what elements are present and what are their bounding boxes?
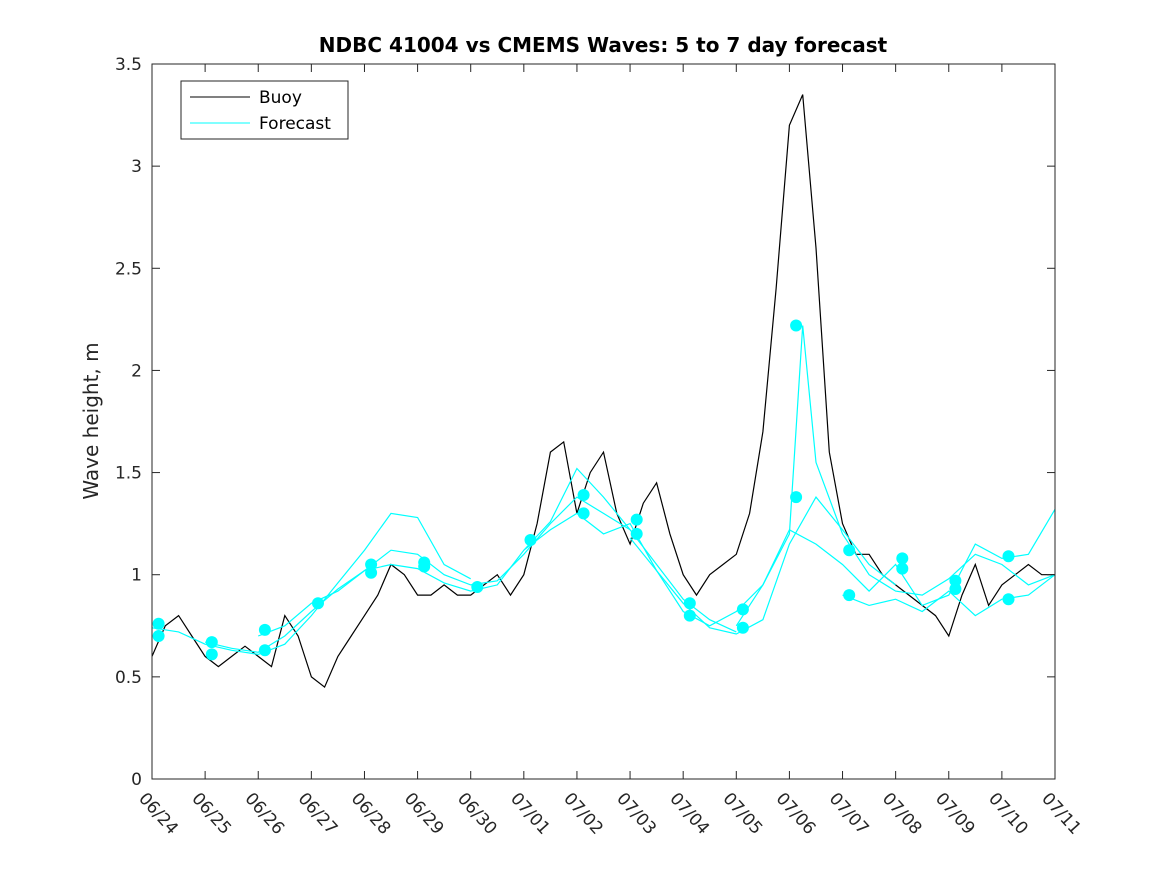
plot-frame [151,63,1056,780]
plot-area [151,94,1056,689]
forecast-series-line-4 [523,496,896,635]
x-tick-label: 06/28 [347,789,395,839]
x-tick-label: 07/09 [931,789,979,839]
forecast-marker [630,513,643,526]
legend-buoy-label: Buoy [259,88,302,108]
forecast-marker [365,558,378,571]
x-tick-label: 07/01 [506,789,554,839]
forecast-marker [790,319,803,332]
axis-ticks: 06/24 06/25 06/26 06/27 06/28 06/29 06/30 07/01… [115,55,1085,839]
forecast-series-line-2 [204,496,631,653]
legend-box [180,80,349,140]
forecast-marker [736,621,749,634]
buoy-series-line [151,94,1055,689]
x-tick-label: 06/26 [241,789,289,839]
x-tick-label: 06/25 [187,789,235,839]
forecast-series-line-1 [151,512,471,656]
forecast-series-line-6 [735,508,1056,627]
forecast-marker [1002,550,1015,563]
forecast-marker [258,623,271,636]
forecast-marker [524,534,537,546]
x-tick-label: 06/30 [453,789,501,839]
forecast-marker [1002,593,1015,606]
forecast-marker [896,562,909,575]
forecast-series-line-7 [842,574,1056,617]
chart-title: NDBC 41004 vs CMEMS Waves: 5 to 7 day fo… [319,33,888,57]
forecast-marker [577,489,590,501]
forecast-marker [683,597,696,610]
forecast-marker [152,630,165,642]
forecast-marker [152,617,165,630]
forecast-marker [790,491,803,504]
legend-forecast-label: Forecast [259,114,331,134]
forecast-marker [418,560,431,573]
x-tick-label: 07/10 [984,789,1032,839]
x-tick-label: 07/07 [825,789,873,839]
y-tick-label: 0 [131,770,142,790]
y-tick-label: 2.5 [115,259,142,279]
x-tick-label: 06/29 [400,789,448,839]
x-tick-label: 07/08 [878,789,926,839]
forecast-marker [949,583,962,595]
y-tick-label: 3 [131,157,142,177]
y-tick-label: 1 [131,566,142,586]
forecast-marker [312,597,324,610]
y-axis-label: Wave height, m [79,342,103,499]
forecast-marker [843,589,856,602]
forecast-marker [630,527,643,540]
x-tick-label: 07/05 [719,789,767,839]
forecast-marker [365,566,378,579]
y-tick-label: 2 [131,361,142,381]
x-tick-label: 07/03 [612,789,660,839]
forecast-marker [949,574,962,587]
y-tick-label: 0.5 [115,668,142,688]
x-tick-label: 07/06 [772,789,820,839]
forecast-marker [736,603,749,616]
forecast-marker [896,552,909,565]
legend: Buoy Forecast [180,80,349,140]
x-tick-label: 06/27 [294,789,342,839]
y-tick-label: 1.5 [115,464,142,484]
y-tick-label: 3.5 [115,55,142,75]
forecast-marker [683,609,696,622]
forecast-marker [205,648,218,661]
x-tick-label: 07/11 [1037,789,1085,839]
forecast-series-line-3 [257,467,737,637]
x-tick-label: 07/04 [665,789,713,839]
forecast-marker [471,581,484,593]
forecast-marker [843,544,856,557]
forecast-marker [258,644,271,657]
x-tick-label: 07/02 [559,789,607,839]
forecast-marker [205,636,218,649]
forecast-series-line-5 [629,325,1056,627]
x-tick-label: 06/24 [134,789,182,839]
forecast-marker [577,507,590,520]
